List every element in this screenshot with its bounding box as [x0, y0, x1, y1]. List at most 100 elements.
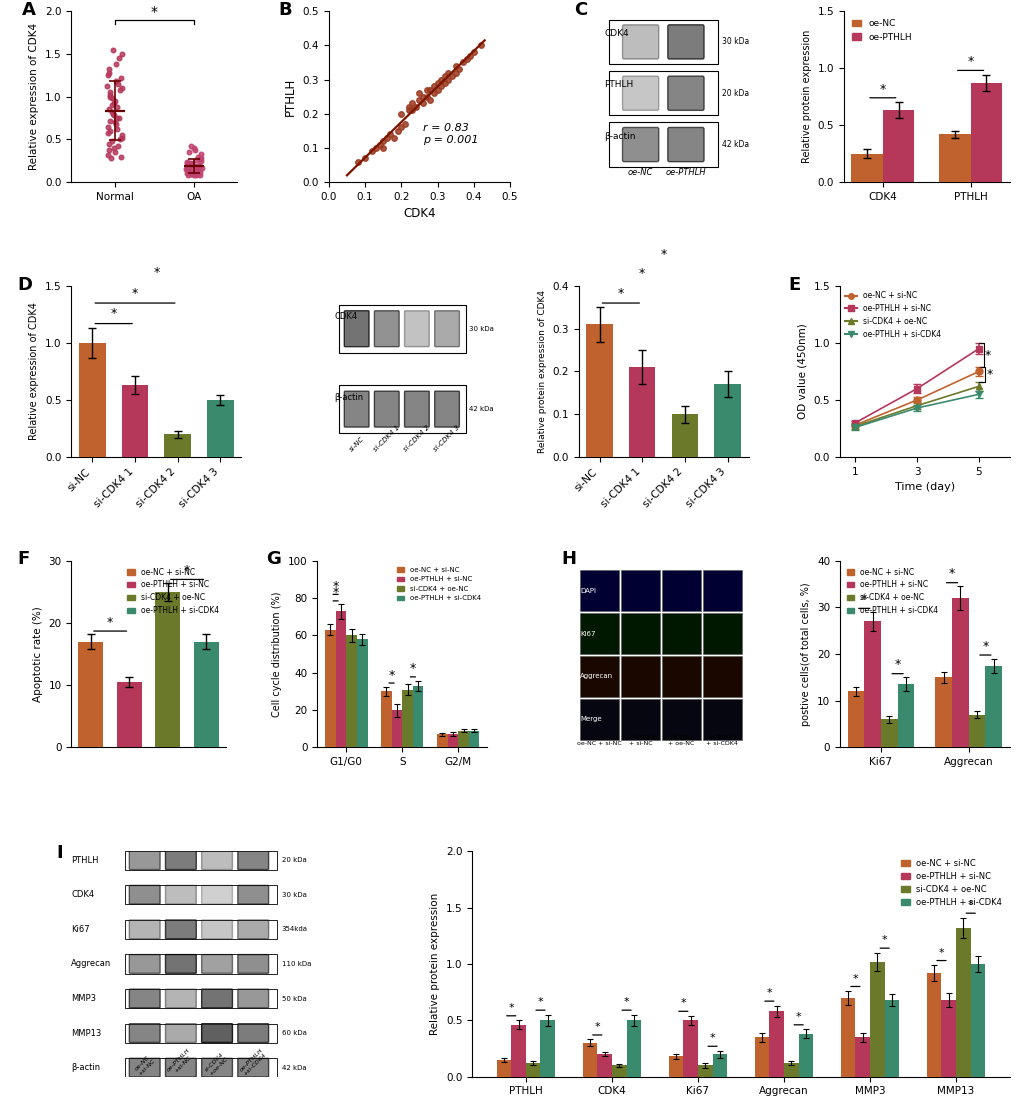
- FancyBboxPatch shape: [202, 886, 232, 905]
- Point: [182, 154, 199, 172]
- FancyBboxPatch shape: [202, 1058, 232, 1077]
- Bar: [580, 656, 619, 697]
- Bar: [702, 656, 741, 697]
- FancyBboxPatch shape: [344, 311, 369, 346]
- Bar: [626, 1020, 641, 1077]
- FancyBboxPatch shape: [622, 128, 658, 162]
- Bar: [661, 699, 700, 740]
- FancyBboxPatch shape: [237, 920, 268, 939]
- Bar: [597, 1054, 611, 1077]
- Bar: [338, 385, 465, 433]
- Point: [178, 160, 195, 178]
- Text: 354kda: 354kda: [281, 927, 308, 932]
- Bar: [125, 850, 276, 870]
- Point: [186, 158, 203, 175]
- FancyBboxPatch shape: [129, 955, 160, 973]
- Text: 30 kDa: 30 kDa: [468, 325, 493, 332]
- FancyBboxPatch shape: [344, 391, 369, 427]
- Point: [396, 115, 413, 133]
- Y-axis label: postive cells(of total cells, %): postive cells(of total cells, %): [801, 583, 811, 726]
- Text: Ki67: Ki67: [71, 925, 90, 934]
- Y-axis label: OD value (450nm): OD value (450nm): [797, 324, 807, 420]
- Point: [182, 164, 199, 182]
- Bar: [621, 571, 659, 612]
- Point: [183, 157, 200, 174]
- Point: [183, 162, 200, 180]
- Legend: oe-NC + si-NC, oe-PTHLH + si-NC, si-CDK4 + oe-NC, oe-PTHLH + si-CDK4: oe-NC + si-NC, oe-PTHLH + si-NC, si-CDK4…: [843, 565, 941, 618]
- Y-axis label: Relative protein expression: Relative protein expression: [430, 892, 440, 1035]
- Legend: oe-NC + si-NC, oe-PTHLH + si-NC, si-CDK4 + oe-NC, oe-PTHLH + si-CDK4: oe-NC + si-NC, oe-PTHLH + si-NC, si-CDK4…: [897, 856, 1005, 910]
- Text: 30 kDa: 30 kDa: [721, 38, 749, 47]
- FancyBboxPatch shape: [129, 1023, 160, 1042]
- Bar: [194, 642, 219, 747]
- Point: [433, 78, 449, 95]
- Point: [447, 63, 464, 81]
- Point: [371, 135, 387, 153]
- Bar: [621, 699, 659, 740]
- Point: [179, 153, 196, 171]
- FancyBboxPatch shape: [667, 24, 703, 59]
- Bar: [951, 598, 968, 747]
- Bar: [436, 735, 447, 747]
- Legend: oe-NC + si-NC, oe-PTHLH + si-NC, si-CDK4 + oe-NC, oe-PTHLH + si-CDK4: oe-NC + si-NC, oe-PTHLH + si-NC, si-CDK4…: [394, 564, 483, 604]
- Bar: [413, 686, 423, 747]
- Text: si-CDK4 2: si-CDK4 2: [403, 424, 431, 453]
- Bar: [863, 622, 880, 747]
- Bar: [511, 1025, 526, 1077]
- Bar: [869, 961, 883, 1077]
- Point: [192, 150, 208, 168]
- FancyBboxPatch shape: [622, 77, 658, 110]
- Point: [103, 103, 119, 121]
- Bar: [629, 367, 655, 457]
- Point: [111, 109, 127, 127]
- Bar: [671, 414, 697, 457]
- Point: [101, 63, 117, 81]
- Point: [182, 157, 199, 174]
- Bar: [621, 656, 659, 697]
- Bar: [768, 1011, 784, 1077]
- Point: [400, 101, 417, 119]
- Point: [465, 43, 481, 61]
- Point: [183, 164, 200, 182]
- Point: [192, 163, 208, 181]
- Text: *: *: [151, 4, 158, 19]
- Point: [411, 84, 427, 102]
- Bar: [851, 153, 882, 182]
- Point: [106, 94, 122, 112]
- FancyBboxPatch shape: [165, 920, 196, 939]
- FancyBboxPatch shape: [165, 851, 196, 869]
- Bar: [401, 689, 413, 747]
- Bar: [357, 639, 367, 747]
- FancyBboxPatch shape: [202, 851, 232, 869]
- Bar: [970, 963, 984, 1077]
- Point: [440, 71, 457, 89]
- Point: [193, 152, 209, 170]
- Text: *: *: [881, 936, 887, 946]
- Point: [182, 155, 199, 173]
- Point: [191, 157, 207, 174]
- Point: [429, 81, 445, 99]
- Text: 110 kDa: 110 kDa: [281, 961, 311, 967]
- Bar: [125, 920, 276, 939]
- Text: *: *: [537, 998, 543, 1008]
- Text: *: *: [795, 1012, 801, 1022]
- Bar: [702, 571, 741, 612]
- Text: β-actin: β-actin: [604, 131, 635, 141]
- Point: [190, 161, 206, 179]
- FancyBboxPatch shape: [129, 1058, 160, 1077]
- Point: [106, 107, 122, 124]
- Y-axis label: Relative expression of CDK4: Relative expression of CDK4: [30, 23, 40, 170]
- Point: [182, 138, 199, 155]
- Bar: [880, 719, 897, 747]
- Point: [114, 79, 130, 97]
- Point: [389, 122, 406, 140]
- Point: [112, 81, 128, 99]
- Text: 42 kDa: 42 kDa: [468, 406, 493, 412]
- Bar: [125, 955, 276, 973]
- Point: [382, 125, 398, 143]
- Point: [189, 161, 205, 179]
- Text: B: B: [278, 1, 291, 19]
- Bar: [380, 692, 391, 747]
- Point: [375, 139, 391, 157]
- Text: H: H: [561, 549, 576, 567]
